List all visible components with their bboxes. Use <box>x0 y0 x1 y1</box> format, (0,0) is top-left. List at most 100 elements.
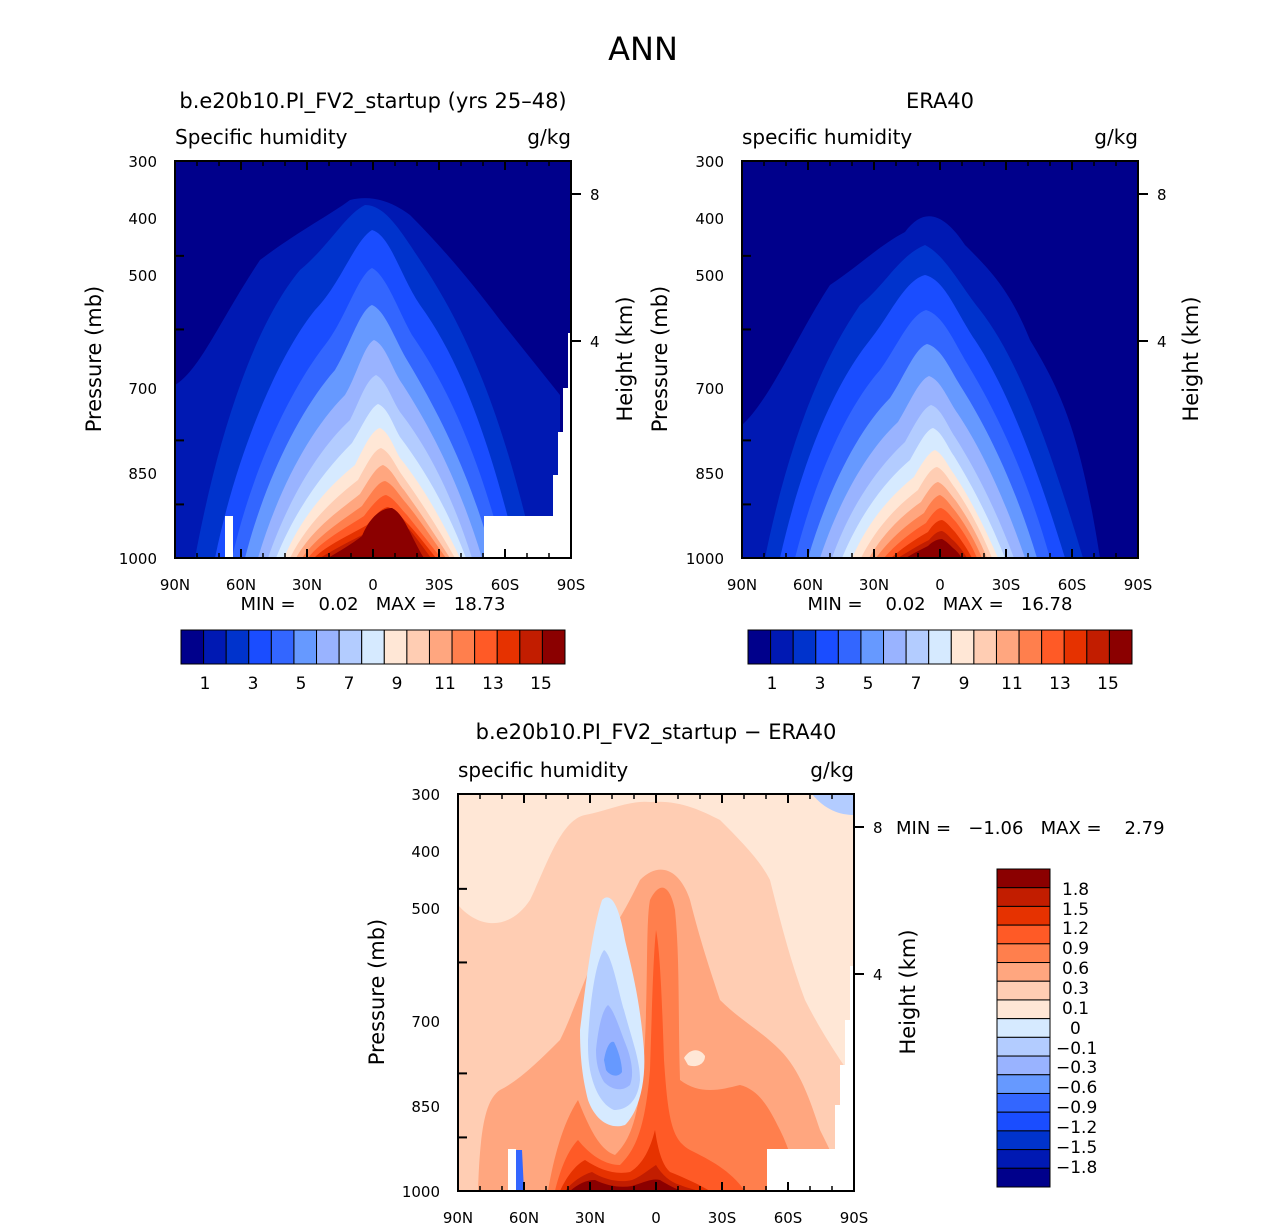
panel-difference-cbar-label: −1.5 <box>1056 1138 1097 1158</box>
panel-era40-cbar-label: 15 <box>1097 674 1119 694</box>
colorbar-box <box>316 629 340 665</box>
panel-model-ylabel-right: Height (km) <box>613 296 637 421</box>
diff-level-neg-south <box>516 1150 524 1191</box>
panel-difference-xtick: 30S <box>708 1209 737 1227</box>
colorbar-box <box>361 629 385 665</box>
panel-era40-cbar-label: 5 <box>863 674 874 694</box>
panel-difference-xtick: 60N <box>509 1209 539 1227</box>
missing-edge <box>835 966 854 1191</box>
colorbar-box <box>1063 629 1088 665</box>
panel-era40-ytick: 400 <box>695 210 724 228</box>
panel-difference-ytick: 400 <box>411 843 440 861</box>
panel-model-title: b.e20b10.PI_FV2_startup (yrs 25–48) <box>179 89 566 114</box>
diff-level-neg-0.9 <box>604 1041 622 1076</box>
missing-andes <box>508 1149 516 1191</box>
panel-era40-stats: MIN = 0.02 MAX = 16.78 <box>808 594 1073 615</box>
panel-era40-ytick: 700 <box>695 380 724 398</box>
colorbar-box <box>1018 629 1043 665</box>
colorbar-box <box>293 629 318 665</box>
colorbar-box <box>950 629 975 665</box>
colorbar-box <box>180 629 205 665</box>
panel-era40-cbar-label: 11 <box>1001 674 1023 694</box>
panel-model-cbar-label: 15 <box>530 674 552 694</box>
colorbar-box <box>1041 629 1065 665</box>
panel-difference-cbar-label: −0.9 <box>1056 1098 1097 1118</box>
panel-model-cbar-label: 11 <box>434 674 456 694</box>
panel-model-xtick: 30S <box>425 576 454 594</box>
panel-difference-ytick: 700 <box>411 1013 440 1031</box>
panel-difference-cbar-label: 0 <box>1070 1019 1081 1039</box>
panel-difference-xtick: 90N <box>443 1209 473 1227</box>
diff-spot <box>684 1050 705 1067</box>
panel-model-ytick: 500 <box>128 267 157 285</box>
panel-model-ytick: 850 <box>128 465 157 483</box>
colorbar-box <box>995 629 1020 665</box>
panel-era40-ytick: 500 <box>695 267 724 285</box>
panel-difference-left-label: specific humidity <box>458 758 628 782</box>
panel-model-xtick: 90N <box>160 576 190 594</box>
panel-difference-field <box>458 794 854 1191</box>
panel-difference-ytick: 500 <box>411 900 440 918</box>
panel-difference-stats: MIN = −1.06 MAX = 2.79 <box>896 818 1165 839</box>
panel-era40-field <box>742 161 1138 558</box>
panel-model-field <box>175 161 571 558</box>
colorbar-box <box>815 629 839 665</box>
panel-era40-ytick: 850 <box>695 465 724 483</box>
panel-era40-xtick: 60N <box>793 576 823 594</box>
panel-model-ytick: 300 <box>128 153 157 171</box>
panel-model-minor-ticks <box>174 160 572 559</box>
panel-model-ytick: 400 <box>128 210 157 228</box>
panel-model-xtick: 30N <box>292 576 322 594</box>
diff-level-1.8 <box>570 1179 682 1191</box>
colorbar-box <box>203 629 227 665</box>
panel-model-right-label: g/kg <box>527 125 571 149</box>
colorbar-box <box>428 629 453 665</box>
panel-difference-ylabel: Pressure (mb) <box>365 919 389 1066</box>
panel-difference-height-label: 4 <box>873 966 883 984</box>
panel-model-cbar-label: 9 <box>392 674 403 694</box>
panel-difference-xtick: 60S <box>774 1209 803 1227</box>
panel-difference-cbar-label: 0.9 <box>1062 939 1089 959</box>
figure-title: ANN <box>608 30 678 68</box>
colorbar-box <box>837 629 862 665</box>
missing-andes <box>225 516 233 558</box>
panel-model-xtick: 60S <box>491 576 520 594</box>
panel-difference-cbar-label: 0.3 <box>1062 979 1089 999</box>
panel-difference-ytick: 300 <box>411 786 440 804</box>
panel-model-xtick: 0 <box>368 576 378 594</box>
panel-era40-cbar-label: 7 <box>911 674 922 694</box>
colorbar-box <box>996 1074 1051 1094</box>
colorbar-box <box>1108 629 1133 665</box>
panel-model-cbar-label: 7 <box>344 674 355 694</box>
colorbar-box <box>225 629 250 665</box>
colorbar-box <box>270 629 295 665</box>
missing-edge <box>553 333 571 558</box>
colorbar-box <box>338 629 363 665</box>
colorbar-box <box>905 629 930 665</box>
panel-era40-xtick: 90S <box>1124 576 1153 594</box>
colorbar-box <box>406 629 430 665</box>
panel-difference-xtick: 90S <box>840 1209 869 1227</box>
panel-difference-cbar-label: −0.1 <box>1056 1039 1097 1059</box>
panel-model-ytick: 1000 <box>119 550 157 568</box>
panel-model-colorbar <box>180 629 566 665</box>
panel-era40-xtick: 30S <box>992 576 1021 594</box>
panel-era40-xtick: 0 <box>935 576 945 594</box>
panel-difference-ytick: 850 <box>411 1098 440 1116</box>
panel-era40-ylabel-right: Height (km) <box>1179 296 1203 421</box>
colorbar-box <box>996 1167 1051 1188</box>
panel-difference-right-label: g/kg <box>810 758 854 782</box>
panel-difference-cbar-label: −1.2 <box>1056 1118 1097 1138</box>
panel-era40-minor-ticks <box>741 160 1139 559</box>
panel-era40-left-label: specific humidity <box>742 125 912 149</box>
colorbar-box <box>996 999 1051 1020</box>
colorbar-box <box>996 1111 1051 1132</box>
panel-model-cbar-label: 3 <box>248 674 259 694</box>
colorbar-box <box>996 1036 1051 1057</box>
panel-difference-cbar-label: 1.5 <box>1062 900 1089 920</box>
colorbar-box <box>451 629 476 665</box>
panel-model-cbar-label: 1 <box>200 674 211 694</box>
colorbar-box <box>996 1149 1051 1169</box>
panel-era40-ytick: 300 <box>695 153 724 171</box>
colorbar-box <box>996 1055 1051 1076</box>
